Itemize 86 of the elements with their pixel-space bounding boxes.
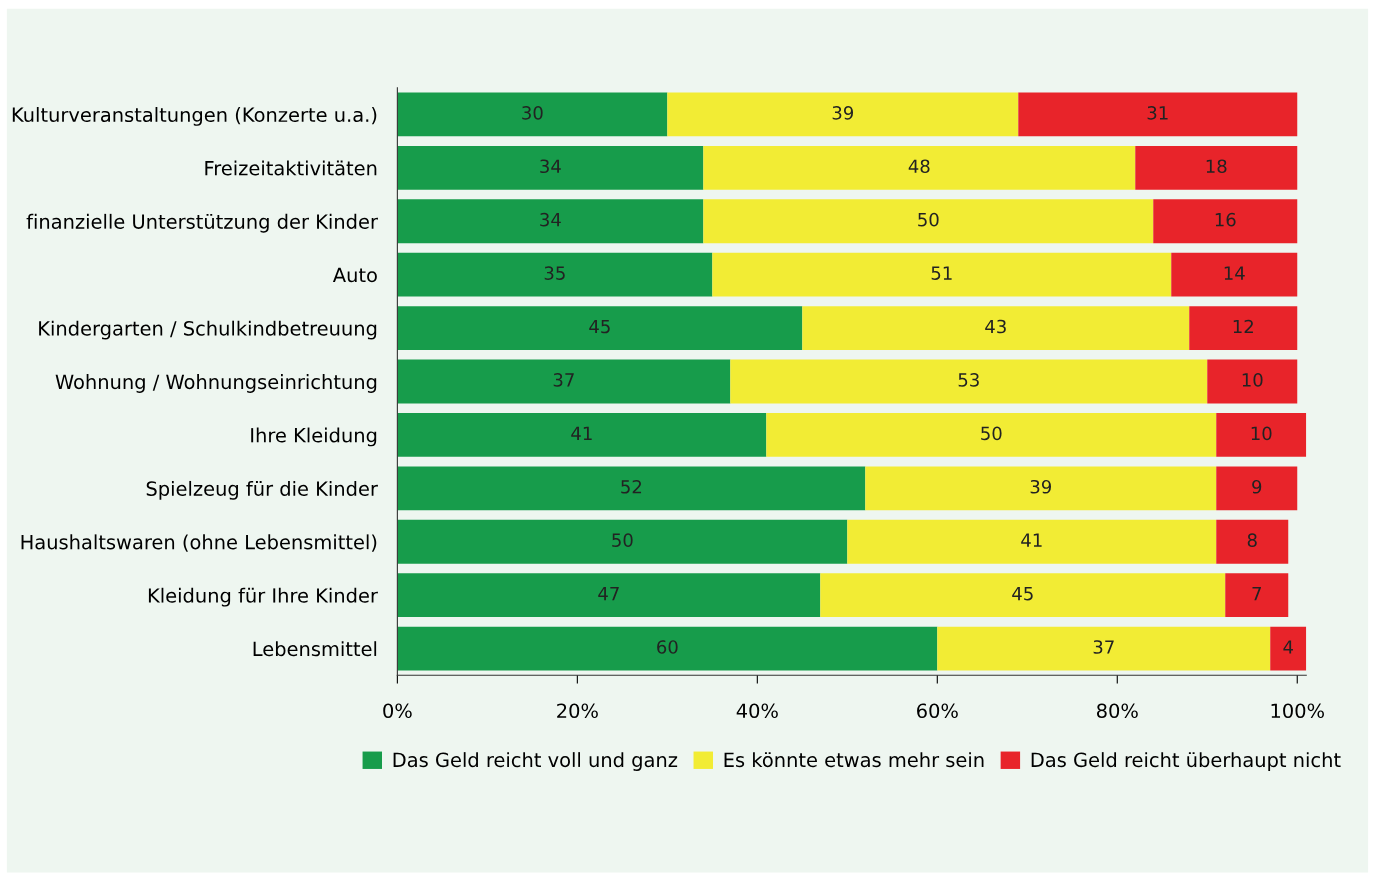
- legend-label: Es könnte etwas mehr sein: [724, 752, 984, 768]
- bar: [1171, 252, 1298, 297]
- y-tick-label: Spielzeug für die Kinder: [146, 480, 378, 500]
- y-tick-label: Auto: [332, 267, 377, 283]
- bar: [397, 573, 821, 618]
- data-label: 18: [1206, 159, 1227, 174]
- data-label: 60: [657, 640, 678, 654]
- data-label: 14: [1224, 266, 1245, 280]
- bar: [703, 145, 1136, 190]
- x-tick-label: 60%: [917, 703, 958, 719]
- data-label: 8: [1247, 533, 1257, 547]
- x-tick-label: 80%: [1096, 703, 1138, 719]
- bar: [712, 252, 1172, 297]
- x-tick-label: 20%: [557, 703, 598, 719]
- data-label: 48: [908, 159, 930, 174]
- bar: [1207, 359, 1298, 404]
- data-label: 50: [918, 212, 939, 227]
- bar: [1216, 413, 1307, 457]
- data-label: 45: [1012, 586, 1033, 601]
- data-label: 51: [931, 266, 952, 280]
- bar: [1270, 626, 1307, 671]
- data-label: 39: [832, 105, 854, 120]
- data-label: 4: [1283, 640, 1293, 654]
- bar: [397, 92, 668, 137]
- bar: [1216, 519, 1289, 564]
- bar: [667, 92, 1019, 137]
- bar: [397, 199, 704, 244]
- y-tick-label: Freizeitaktivitäten: [205, 160, 377, 176]
- bar: [397, 466, 866, 511]
- bar: [730, 359, 1208, 404]
- bar: [1153, 199, 1298, 244]
- bar: [397, 145, 704, 190]
- bar: [703, 199, 1154, 244]
- bar: [802, 306, 1190, 350]
- data-label: 52: [621, 479, 642, 494]
- data-label: 43: [985, 319, 1006, 334]
- data-label: 41: [1021, 533, 1042, 547]
- data-label: 50: [981, 426, 1002, 441]
- x-tick-label: 100%: [1271, 703, 1324, 719]
- data-label: 39: [1030, 479, 1051, 494]
- bar: [1135, 145, 1298, 190]
- y-tick-label: Haushaltswaren (ohne Lebensmittel): [21, 534, 377, 552]
- data-label: 34: [540, 212, 561, 227]
- bar: [397, 626, 938, 671]
- bar: [397, 519, 848, 564]
- bar: [820, 573, 1226, 618]
- y-tick-label: finanzielle Unterstützung der Kinder: [26, 213, 378, 233]
- bar: [397, 413, 767, 457]
- data-label: 37: [553, 373, 574, 387]
- bar: [766, 413, 1217, 457]
- data-label: 10: [1242, 373, 1263, 387]
- x-tick-label: 0%: [383, 703, 412, 719]
- bar: [397, 252, 713, 297]
- data-label: 50: [612, 533, 633, 547]
- data-label: 35: [544, 266, 565, 280]
- y-tick-label: Wohnung / Wohnungseinrichtung: [55, 374, 377, 393]
- data-label: 31: [1147, 105, 1168, 120]
- bar: [1225, 573, 1289, 618]
- data-label: 7: [1252, 586, 1261, 601]
- legend-label: Das Geld reicht voll und ganz: [393, 752, 678, 771]
- bar: [937, 626, 1271, 671]
- data-label: 12: [1233, 319, 1253, 334]
- bar: [847, 519, 1217, 564]
- data-label: 53: [958, 373, 979, 387]
- data-label: 45: [589, 319, 610, 334]
- data-label: 30: [522, 105, 543, 120]
- data-label: 9: [1252, 479, 1262, 494]
- bar: [1216, 466, 1298, 511]
- bar: [865, 466, 1217, 511]
- data-label: 37: [1093, 640, 1114, 654]
- data-label: 34: [540, 159, 561, 174]
- bar: [1018, 92, 1298, 137]
- y-tick-label: Kindergarten / Schulkindbetreuung: [39, 320, 377, 340]
- y-tick-label: Kleidung für Ihre Kinder: [148, 587, 378, 607]
- legend-label: Das Geld reicht überhaupt nicht: [1031, 752, 1341, 771]
- data-label: 16: [1215, 212, 1236, 227]
- y-tick-label: Kulturveranstaltungen (Konzerte u.a.): [12, 107, 377, 126]
- data-label: 10: [1251, 426, 1272, 441]
- y-tick-label: Ihre Kleidung: [251, 427, 377, 447]
- data-label: 41: [571, 426, 592, 440]
- bar: [397, 359, 731, 404]
- bar: [1189, 306, 1298, 350]
- x-tick-label: 40%: [736, 703, 778, 719]
- y-tick-label: Lebensmittel: [253, 641, 377, 657]
- data-label: 47: [598, 586, 619, 601]
- bar: [397, 306, 803, 350]
